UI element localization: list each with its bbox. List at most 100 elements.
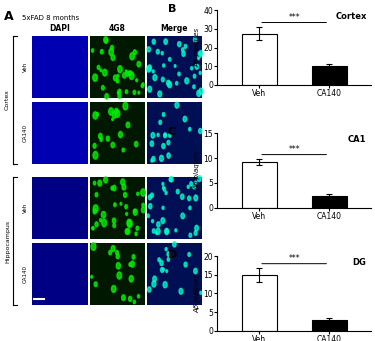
Circle shape (97, 65, 100, 70)
Circle shape (157, 222, 160, 227)
Bar (312, 66, 347, 85)
Circle shape (114, 75, 117, 81)
Text: Veh: Veh (23, 62, 28, 72)
Circle shape (126, 228, 130, 234)
Circle shape (150, 193, 153, 197)
Circle shape (91, 243, 96, 250)
Circle shape (167, 252, 170, 256)
Circle shape (136, 79, 138, 82)
Circle shape (100, 49, 103, 54)
Circle shape (132, 255, 135, 259)
Circle shape (168, 81, 172, 88)
Text: DAPI: DAPI (50, 24, 70, 33)
Circle shape (123, 73, 126, 78)
Text: 4G8: 4G8 (109, 24, 126, 33)
Circle shape (92, 227, 94, 230)
Circle shape (165, 228, 169, 235)
Circle shape (197, 176, 201, 182)
Text: Veh: Veh (23, 203, 28, 213)
Circle shape (158, 258, 160, 262)
Circle shape (92, 49, 94, 52)
Circle shape (117, 74, 119, 77)
Circle shape (104, 177, 108, 183)
Circle shape (169, 178, 171, 181)
Circle shape (189, 206, 191, 210)
Circle shape (193, 85, 195, 89)
Circle shape (130, 261, 135, 267)
Bar (312, 196, 347, 208)
Circle shape (198, 57, 200, 60)
Circle shape (156, 49, 159, 54)
Circle shape (99, 219, 102, 222)
Circle shape (169, 134, 171, 137)
Circle shape (199, 71, 201, 74)
Circle shape (152, 39, 155, 44)
Circle shape (102, 219, 106, 227)
Circle shape (126, 72, 129, 76)
Circle shape (111, 142, 114, 148)
Circle shape (125, 205, 128, 209)
Circle shape (176, 81, 178, 85)
Circle shape (163, 282, 167, 288)
Circle shape (142, 83, 144, 86)
Circle shape (101, 211, 106, 218)
Circle shape (195, 64, 198, 69)
Circle shape (137, 295, 140, 298)
Circle shape (162, 113, 165, 117)
Circle shape (111, 55, 115, 60)
Circle shape (109, 250, 112, 255)
Circle shape (148, 287, 151, 292)
Circle shape (167, 153, 170, 158)
Circle shape (152, 229, 155, 233)
Circle shape (128, 71, 130, 74)
Circle shape (162, 182, 164, 186)
Circle shape (168, 58, 171, 61)
Circle shape (129, 72, 134, 79)
Circle shape (174, 65, 176, 67)
Circle shape (102, 86, 104, 90)
Circle shape (200, 291, 202, 294)
Circle shape (116, 250, 118, 255)
Text: CA1: CA1 (348, 135, 367, 145)
Circle shape (112, 185, 116, 191)
Circle shape (100, 137, 102, 142)
Circle shape (160, 261, 163, 266)
Y-axis label: Aβ plaques: Aβ plaques (195, 151, 201, 190)
Circle shape (162, 144, 165, 149)
Circle shape (127, 219, 132, 226)
Circle shape (167, 257, 170, 261)
Circle shape (153, 75, 157, 81)
Circle shape (189, 128, 191, 131)
Circle shape (109, 48, 113, 56)
Circle shape (195, 225, 198, 231)
Text: ***: *** (288, 145, 300, 154)
Circle shape (166, 80, 170, 86)
Text: B: B (168, 4, 176, 14)
Circle shape (152, 70, 154, 73)
Circle shape (137, 61, 141, 67)
Text: 5xFAD 8 months: 5xFAD 8 months (22, 15, 80, 21)
Circle shape (118, 89, 121, 94)
Circle shape (99, 133, 102, 139)
Circle shape (117, 272, 122, 279)
Circle shape (195, 181, 196, 184)
Circle shape (123, 192, 127, 197)
Circle shape (112, 112, 117, 118)
Circle shape (184, 262, 187, 267)
Circle shape (91, 276, 93, 278)
Circle shape (133, 300, 135, 304)
Circle shape (141, 84, 144, 88)
Circle shape (188, 196, 190, 201)
Circle shape (198, 52, 201, 58)
Circle shape (165, 248, 167, 251)
Circle shape (163, 64, 165, 67)
Circle shape (136, 226, 139, 230)
Circle shape (103, 69, 107, 76)
Circle shape (159, 120, 162, 124)
Circle shape (199, 88, 203, 94)
Circle shape (100, 69, 102, 72)
Circle shape (148, 195, 152, 200)
Circle shape (138, 91, 140, 94)
Circle shape (116, 254, 119, 259)
Circle shape (125, 229, 129, 234)
